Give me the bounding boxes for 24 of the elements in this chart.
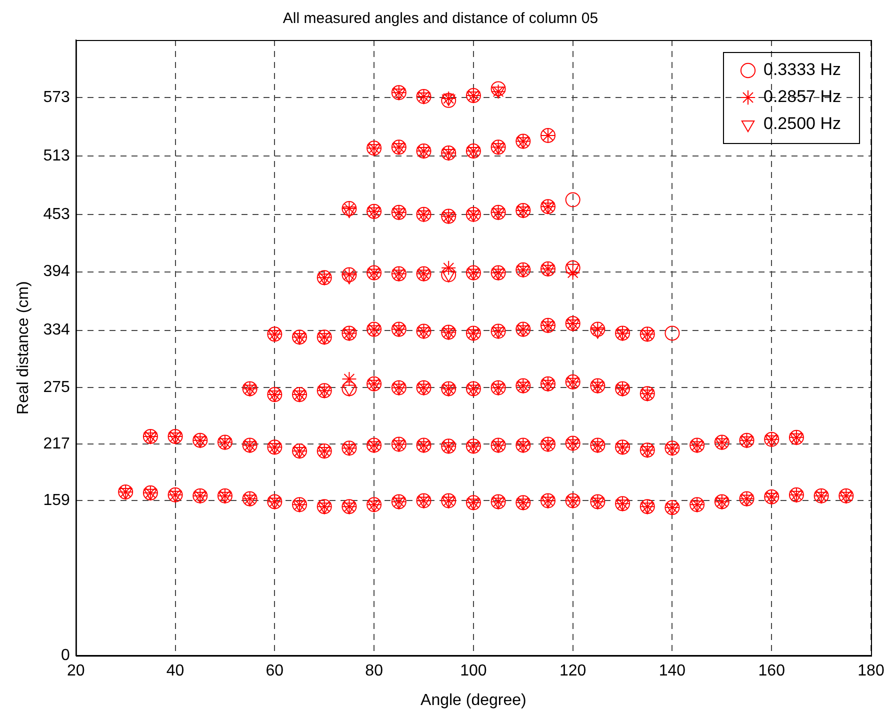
- y-tick-label: 0: [60, 647, 70, 664]
- legend-label: 0.3333 Hz: [764, 60, 842, 80]
- y-axis-title: Real distance (cm): [15, 281, 32, 414]
- x-tick-label: 100: [460, 662, 487, 680]
- y-tick-label: 453: [43, 206, 70, 223]
- y-tick-label: 513: [43, 147, 70, 164]
- x-tick-label: 20: [66, 662, 85, 680]
- x-axis-title: Angle (degree): [420, 692, 526, 709]
- y-tick-label: 217: [43, 436, 70, 453]
- y-tick-label: 394: [43, 263, 70, 280]
- x-tick-label: 160: [758, 662, 786, 680]
- legend-label: 0.2857 Hz: [764, 87, 842, 106]
- x-tick-label: 60: [266, 662, 284, 680]
- y-tick-label: 275: [43, 379, 70, 396]
- x-tick-label: 40: [166, 662, 184, 680]
- y-tick-label: 334: [43, 322, 70, 339]
- y-tick-label: 159: [43, 492, 70, 510]
- x-tick-label: 80: [365, 662, 384, 680]
- x-tick-label: 140: [658, 662, 686, 680]
- x-tick-label: 120: [559, 662, 586, 680]
- chart-title: All measured angles and distance of column 05: [282, 10, 598, 28]
- legend-label: 0.2500 Hz: [764, 114, 842, 134]
- x-tick-label: 180: [858, 662, 884, 680]
- y-tick-label: 573: [43, 88, 70, 106]
